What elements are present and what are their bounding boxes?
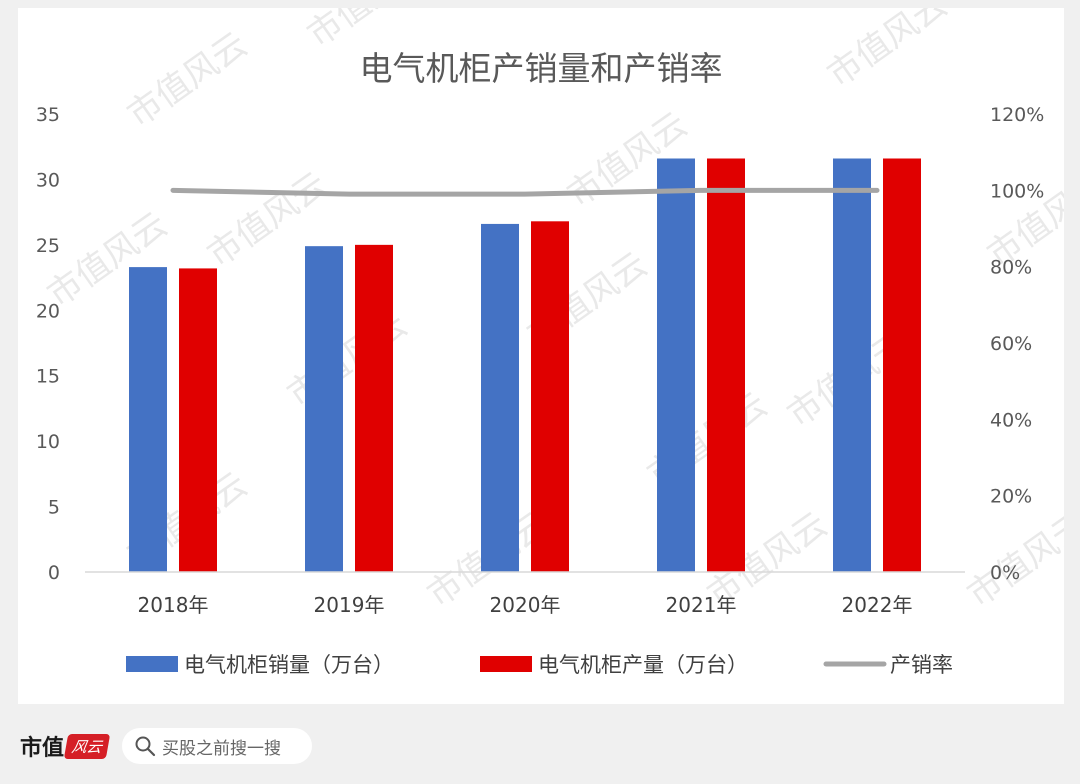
- search-placeholder: 买股之前搜一搜: [162, 738, 282, 759]
- y-tick-label: 20: [36, 300, 60, 322]
- y2-tick-label: 80%: [990, 257, 1032, 279]
- y-tick-label: 30: [36, 169, 60, 191]
- legend-label: 电气机柜产量（万台）: [538, 653, 748, 677]
- legend-label: 电气机柜销量（万台）: [184, 653, 394, 677]
- category-axis-labels: 2018年 2019年 2020年 2021年 2022年: [138, 593, 913, 617]
- x-tick-label: 2021年: [666, 593, 737, 617]
- bar: [305, 246, 343, 572]
- line-series-group: [170, 187, 880, 197]
- search-input[interactable]: 买股之前搜一搜: [122, 728, 313, 764]
- bar: [129, 267, 167, 572]
- bar: [833, 158, 871, 572]
- x-tick-label: 2022年: [842, 593, 913, 617]
- series-line: [170, 187, 880, 197]
- y2-tick-label: 20%: [990, 486, 1032, 508]
- legend: 电气机柜销量（万台） 电气机柜产量（万台） 产销率: [126, 653, 953, 677]
- y-tick-label: 10: [36, 431, 60, 453]
- brand-logo: 风云: [63, 733, 111, 759]
- watermark-text: 市值风云: [820, 8, 954, 95]
- y-tick-label: 5: [48, 497, 60, 519]
- watermark-text: 市值风云: [960, 505, 1064, 616]
- x-tick-label: 2019年: [314, 593, 385, 617]
- y2-tick-label: 120%: [990, 104, 1044, 126]
- x-tick-label: 2020年: [490, 593, 561, 617]
- legend-label: 产销率: [890, 653, 953, 677]
- y-tick-label: 35: [36, 104, 60, 126]
- y2-tick-label: 100%: [990, 180, 1044, 202]
- y2-tick-label: 60%: [990, 333, 1032, 355]
- search-icon: [135, 736, 156, 757]
- watermark-text: 市值风云: [280, 305, 414, 416]
- footer-bar: 市值 风云 买股之前搜一搜: [0, 716, 1080, 776]
- bar-series-group: [129, 158, 921, 573]
- bar: [355, 244, 393, 572]
- bar: [179, 268, 217, 572]
- legend-swatch: [126, 656, 178, 672]
- bar: [657, 158, 695, 572]
- bar: [531, 221, 569, 572]
- legend-swatch: [480, 656, 532, 672]
- y2-tick-label: 0%: [990, 562, 1020, 584]
- chart-card: 市值风云 市值风云 市值风云 市值风云 市值风云 市值风云 市值风云 市值风云 市值风云 市值风云…: [18, 8, 1064, 704]
- y-tick-label: 15: [36, 366, 60, 388]
- x-tick-label: 2018年: [138, 593, 209, 617]
- brand-name: 市值: [20, 735, 65, 761]
- y-tick-label: 25: [36, 235, 60, 257]
- y-tick-label: 0: [48, 562, 60, 584]
- watermark-text: 市值风云: [120, 25, 254, 136]
- chart-title: 电气机柜产销量和产销率: [360, 49, 723, 88]
- brand: 市值 风云: [20, 730, 111, 762]
- bar: [883, 158, 921, 572]
- bar: [707, 158, 745, 572]
- bar: [481, 223, 519, 573]
- left-axis: 0 5 10 15 20 25 30 35: [36, 104, 60, 584]
- y2-tick-label: 40%: [990, 409, 1032, 431]
- right-axis: 0% 20% 40% 60% 80% 100% 120%: [990, 104, 1044, 584]
